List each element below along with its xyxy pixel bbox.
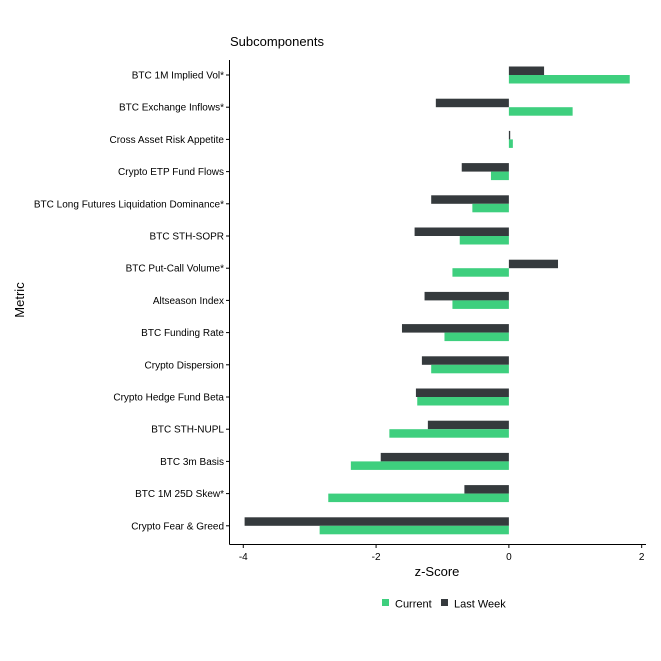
category-label: BTC STH-NUPL <box>151 425 224 436</box>
category-label: BTC 1M 25D Skew* <box>135 489 224 500</box>
x-tick-label: -2 <box>372 552 381 563</box>
category-label: BTC Funding Rate <box>141 328 224 339</box>
bar-last-week <box>424 291 509 301</box>
bar-current <box>319 525 509 535</box>
bar-last-week <box>421 356 509 365</box>
bar-last-week <box>508 259 559 269</box>
category-label: BTC 1M Implied Vol* <box>132 71 224 82</box>
bars-group <box>244 66 630 535</box>
bar-current <box>389 429 509 438</box>
bar-last-week <box>435 98 509 108</box>
category-label: BTC Put-Call Volume* <box>126 264 224 275</box>
bar-last-week <box>427 420 509 430</box>
x-tick-label: 0 <box>506 552 512 563</box>
category-label: Crypto Fear & Greed <box>131 521 224 532</box>
bar-current <box>417 397 509 406</box>
chart-title: Subcomponents <box>230 34 324 49</box>
legend-label: Last Week <box>454 599 506 611</box>
category-label: Crypto Dispersion <box>145 360 224 371</box>
category-label: BTC 3m Basis <box>160 457 224 468</box>
bar-last-week <box>401 324 509 333</box>
bar-current <box>350 461 509 470</box>
x-tick-label: 2 <box>639 552 645 563</box>
bar-current <box>328 493 509 503</box>
bar-current <box>508 139 513 148</box>
legend: Current Last Week <box>382 599 506 611</box>
x-axis-title: z-Score <box>415 564 460 579</box>
legend-label: Current <box>395 599 432 611</box>
bar-current <box>452 268 509 277</box>
bar-current <box>452 300 509 309</box>
bar-last-week <box>244 517 509 526</box>
bar-current <box>508 107 573 116</box>
y-axis-title: Metric <box>12 282 27 318</box>
x-ticks: -4 -2 0 2 <box>239 544 645 563</box>
bar-last-week <box>414 227 509 236</box>
bar-current <box>444 332 509 342</box>
bar-last-week <box>508 66 545 75</box>
category-label: BTC Exchange Inflows* <box>119 103 224 114</box>
legend-swatch <box>382 599 389 606</box>
bar-last-week <box>461 163 509 172</box>
bar-last-week <box>380 452 509 462</box>
x-tick-label: -4 <box>239 552 248 563</box>
bar-current <box>490 171 509 181</box>
bar-last-week <box>415 388 509 397</box>
bar-current <box>508 75 630 84</box>
category-label: Crypto Hedge Fund Beta <box>113 393 224 404</box>
category-label: BTC STH-SOPR <box>150 232 224 243</box>
category-label: Crypto ETP Fund Flows <box>118 167 224 178</box>
category-label: BTC Long Futures Liquidation Dominance* <box>34 199 224 210</box>
category-label: Cross Asset Risk Appetite <box>110 135 225 146</box>
bar-current <box>431 364 509 374</box>
bar-last-week <box>464 485 509 494</box>
category-labels: BTC 1M Implied Vol* BTC Exchange Inflows*… <box>34 71 230 532</box>
bar-current <box>472 203 509 213</box>
bar-last-week <box>431 195 509 204</box>
bar-last-week <box>508 130 511 140</box>
legend-swatch <box>441 599 448 606</box>
category-label: Altseason Index <box>153 296 224 307</box>
bar-current <box>459 236 509 245</box>
